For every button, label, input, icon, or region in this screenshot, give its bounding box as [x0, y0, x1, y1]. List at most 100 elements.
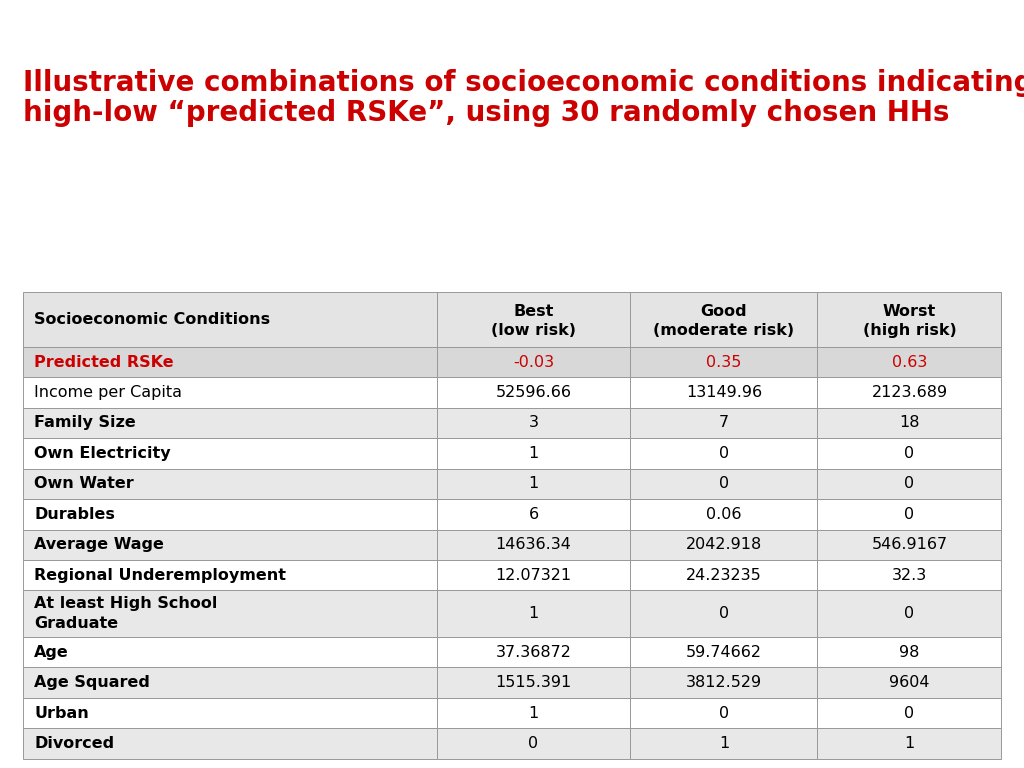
Bar — [436, 468, 631, 499]
Text: Worst: Worst — [883, 303, 936, 319]
Bar — [23, 530, 436, 560]
Text: 0.35: 0.35 — [707, 355, 741, 369]
Text: 2042.918: 2042.918 — [686, 538, 762, 552]
Bar — [436, 698, 631, 728]
Bar — [436, 377, 631, 408]
Bar — [436, 530, 631, 560]
Bar — [631, 667, 817, 698]
Text: 0: 0 — [719, 606, 729, 621]
Bar — [436, 667, 631, 698]
Bar — [23, 408, 436, 439]
Bar — [23, 591, 436, 637]
Bar — [817, 698, 1001, 728]
Bar — [631, 728, 817, 759]
Bar — [23, 468, 436, 499]
Bar — [436, 347, 631, 377]
Text: 1: 1 — [904, 736, 914, 751]
Text: (high risk): (high risk) — [862, 323, 956, 338]
Text: 0: 0 — [528, 736, 539, 751]
Text: 24.23235: 24.23235 — [686, 568, 762, 583]
Text: Urban: Urban — [34, 706, 89, 720]
Bar — [817, 637, 1001, 667]
Text: 1: 1 — [528, 446, 539, 461]
Text: 1: 1 — [719, 736, 729, 751]
Text: At least High School
Graduate: At least High School Graduate — [34, 596, 218, 631]
Text: 1515.391: 1515.391 — [496, 675, 571, 690]
Bar — [817, 560, 1001, 591]
Bar — [631, 637, 817, 667]
Text: Best: Best — [513, 303, 554, 319]
Text: 18: 18 — [899, 415, 920, 430]
Bar — [436, 408, 631, 439]
Bar — [631, 468, 817, 499]
Bar — [436, 439, 631, 468]
Bar — [817, 591, 1001, 637]
Bar — [817, 499, 1001, 530]
Bar — [436, 292, 631, 347]
Bar — [817, 530, 1001, 560]
Bar — [817, 292, 1001, 347]
Text: 0: 0 — [904, 476, 914, 492]
Text: 3812.529: 3812.529 — [686, 675, 762, 690]
Text: 546.9167: 546.9167 — [871, 538, 947, 552]
Text: 59.74662: 59.74662 — [686, 644, 762, 660]
Bar — [631, 698, 817, 728]
Text: 32.3: 32.3 — [892, 568, 927, 583]
Bar — [817, 347, 1001, 377]
Text: 37.36872: 37.36872 — [496, 644, 571, 660]
Bar — [436, 560, 631, 591]
Text: Age: Age — [34, 644, 69, 660]
Bar — [23, 439, 436, 468]
Text: Durables: Durables — [34, 507, 115, 521]
Text: high-low “predicted RSKe”, using 30 randomly chosen HHs: high-low “predicted RSKe”, using 30 rand… — [23, 99, 949, 127]
Text: -0.03: -0.03 — [513, 355, 554, 369]
Text: 9604: 9604 — [889, 675, 930, 690]
Bar — [817, 468, 1001, 499]
Bar — [23, 377, 436, 408]
Bar — [23, 347, 436, 377]
Bar — [631, 377, 817, 408]
Bar — [436, 591, 631, 637]
Text: 52596.66: 52596.66 — [496, 385, 571, 400]
Bar — [631, 347, 817, 377]
Bar — [631, 499, 817, 530]
Text: 0: 0 — [719, 446, 729, 461]
Text: 3: 3 — [528, 415, 539, 430]
Text: Good: Good — [700, 303, 748, 319]
Text: Illustrative combinations of socioeconomic conditions indicating: Illustrative combinations of socioeconom… — [23, 69, 1024, 98]
Bar — [631, 408, 817, 439]
Text: Age Squared: Age Squared — [34, 675, 151, 690]
Text: Income per Capita: Income per Capita — [34, 385, 182, 400]
Bar — [817, 667, 1001, 698]
Bar — [436, 637, 631, 667]
Text: 0: 0 — [719, 706, 729, 720]
Text: 14636.34: 14636.34 — [496, 538, 571, 552]
Bar — [631, 439, 817, 468]
Text: 12.07321: 12.07321 — [496, 568, 571, 583]
Bar — [436, 728, 631, 759]
Bar — [817, 728, 1001, 759]
Text: 0: 0 — [719, 476, 729, 492]
Text: 2123.689: 2123.689 — [871, 385, 947, 400]
Text: 0.06: 0.06 — [707, 507, 741, 521]
Bar — [817, 439, 1001, 468]
Bar — [817, 408, 1001, 439]
Text: Own Electricity: Own Electricity — [34, 446, 171, 461]
Text: Average Wage: Average Wage — [34, 538, 164, 552]
Bar — [23, 728, 436, 759]
Text: Regional Underemployment: Regional Underemployment — [34, 568, 287, 583]
Text: 0: 0 — [904, 706, 914, 720]
Bar — [23, 560, 436, 591]
Bar — [631, 530, 817, 560]
Text: 98: 98 — [899, 644, 920, 660]
Text: 13149.96: 13149.96 — [686, 385, 762, 400]
Text: 0: 0 — [904, 446, 914, 461]
Bar — [631, 591, 817, 637]
Text: 0.63: 0.63 — [892, 355, 927, 369]
Bar — [436, 499, 631, 530]
Text: 6: 6 — [528, 507, 539, 521]
Text: (moderate risk): (moderate risk) — [653, 323, 795, 338]
Bar — [23, 667, 436, 698]
Text: 7: 7 — [719, 415, 729, 430]
Text: 1: 1 — [528, 476, 539, 492]
